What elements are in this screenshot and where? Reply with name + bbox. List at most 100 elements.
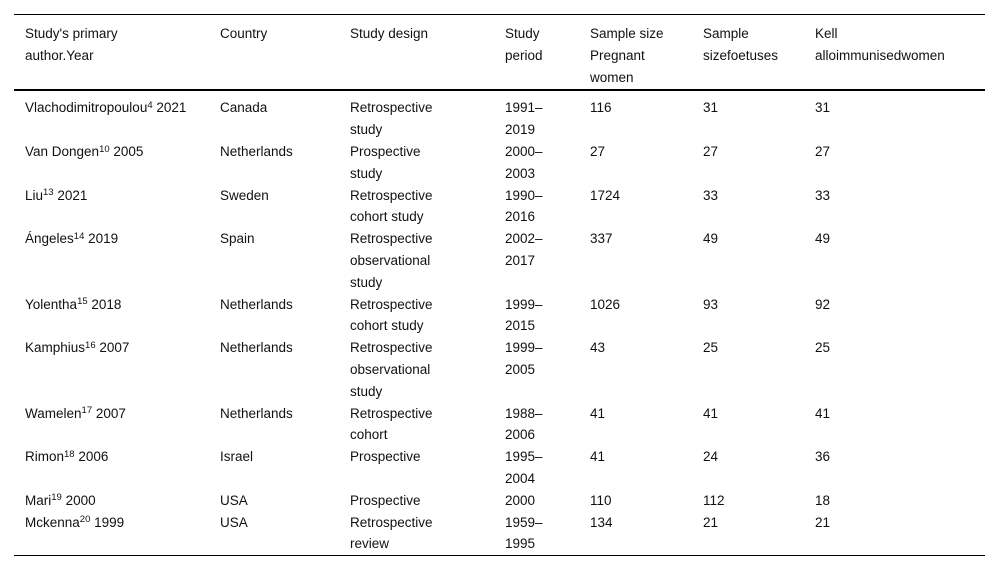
design-cell: Prospective study — [350, 143, 421, 181]
design-cell: Retrospective observational study — [350, 231, 433, 290]
author-year: 2021 — [57, 187, 88, 203]
kell-cell: 33 — [815, 187, 831, 203]
foetuses-cell: 49 — [703, 231, 719, 247]
design-cell: Prospective — [350, 492, 421, 508]
country-cell: USA — [220, 514, 248, 530]
author-cell: Mari19 2000 — [14, 490, 220, 512]
kell-cell: 21 — [815, 514, 831, 530]
author-name: Mari — [25, 492, 52, 508]
kell-cell: 18 — [815, 492, 831, 508]
kell-cell: 41 — [815, 405, 831, 421]
table-row: Mckenna20 1999 USA Retrospective review … — [14, 512, 985, 556]
author-year: 2019 — [88, 231, 119, 247]
pregnant-women-cell: 43 — [590, 340, 606, 356]
col-header-kell: Kell alloimmunisedwomen — [815, 26, 945, 63]
table-body: Vlachodimitropoulou4 2021 Canada Retrosp… — [14, 90, 985, 555]
period-cell: 1991– 2019 — [505, 100, 543, 138]
author-ref-superscript: 18 — [64, 448, 75, 460]
pregnant-women-cell: 1724 — [590, 187, 621, 203]
author-ref-superscript: 15 — [77, 296, 88, 308]
pregnant-women-cell: 41 — [590, 449, 606, 465]
pregnant-women-cell: 27 — [590, 143, 606, 159]
foetuses-cell: 27 — [703, 143, 719, 159]
author-ref-superscript: 13 — [43, 187, 54, 199]
pregnant-women-cell: 116 — [590, 100, 612, 116]
col-header-sample-pregnant: Sample size Pregnant women — [590, 26, 664, 85]
col-header-country: Country — [220, 26, 268, 41]
author-name: Yolentha — [25, 296, 78, 312]
col-header-author: Study's primary author.Year — [25, 26, 118, 63]
author-ref-superscript: 16 — [85, 339, 96, 351]
design-cell: Retrospective review — [350, 514, 433, 552]
table-row: Wamelen17 2007 Netherlands Retrospective… — [14, 403, 985, 447]
author-year: 2000 — [65, 492, 96, 508]
country-cell: Canada — [220, 100, 268, 116]
pregnant-women-cell: 134 — [590, 514, 613, 530]
period-cell: 1988– 2006 — [505, 405, 543, 443]
kell-cell: 27 — [815, 143, 831, 159]
foetuses-cell: 25 — [703, 340, 719, 356]
country-cell: Netherlands — [220, 296, 293, 312]
foetuses-cell: 112 — [703, 492, 725, 508]
foetuses-cell: 31 — [703, 100, 719, 116]
period-cell: 1959– 1995 — [505, 514, 543, 552]
author-name: Liu — [25, 187, 44, 203]
author-year: 2005 — [113, 143, 144, 159]
country-cell: USA — [220, 492, 248, 508]
author-year: 1999 — [94, 514, 125, 530]
table-row: Yolentha15 2018 Netherlands Retrospectiv… — [14, 294, 985, 338]
country-cell: Israel — [220, 449, 254, 465]
author-ref-superscript: 14 — [73, 230, 85, 242]
author-cell: Mckenna20 1999 — [14, 512, 220, 556]
author-year: 2007 — [99, 340, 130, 356]
author-year: 2018 — [91, 296, 122, 312]
country-cell: Netherlands — [220, 143, 293, 159]
foetuses-cell: 24 — [703, 449, 719, 465]
kell-cell: 92 — [815, 296, 831, 312]
design-cell: Retrospective cohort study — [350, 187, 433, 225]
author-year: 2006 — [78, 449, 109, 465]
table-row: Van Dongen10 2005 Netherlands Prospectiv… — [14, 141, 985, 185]
author-cell: Ángeles14 2019 — [14, 228, 220, 293]
col-header-period: Study period — [505, 26, 543, 63]
author-name: Vlachodimitropoulou — [25, 100, 148, 116]
author-name: Wamelen — [25, 405, 82, 421]
studies-table: Study's primary author.Year Country Stud… — [14, 14, 985, 557]
author-cell: Van Dongen10 2005 — [14, 141, 220, 185]
author-cell: Kamphius16 2007 — [14, 337, 220, 402]
foetuses-cell: 21 — [703, 514, 719, 530]
author-ref-superscript: 4 — [147, 100, 153, 112]
country-cell: Spain — [220, 231, 255, 247]
country-cell: Sweden — [220, 187, 269, 203]
kell-cell: 49 — [815, 231, 831, 247]
author-cell: Wamelen17 2007 — [14, 403, 220, 447]
pregnant-women-cell: 337 — [590, 231, 613, 247]
table-row: Vlachodimitropoulou4 2021 Canada Retrosp… — [14, 90, 985, 141]
col-header-sample-foetuses: Sample sizefoetuses — [703, 26, 779, 63]
country-cell: Netherlands — [220, 405, 293, 421]
foetuses-cell: 33 — [703, 187, 719, 203]
foetuses-cell: 93 — [703, 296, 719, 312]
period-cell: 2002– 2017 — [505, 231, 543, 268]
author-ref-superscript: 10 — [99, 143, 110, 155]
table-row: Liu13 2021 Sweden Retrospective cohort s… — [14, 185, 985, 229]
pregnant-women-cell: 1026 — [590, 296, 621, 312]
kell-cell: 25 — [815, 340, 831, 356]
author-name: Mckenna — [25, 514, 80, 530]
author-name: Rimon — [25, 449, 65, 465]
author-cell: Liu13 2021 — [14, 185, 220, 229]
author-year: 2021 — [156, 100, 187, 116]
table-row: Mari19 2000 USA Prospective 2000 110 112… — [14, 490, 985, 512]
design-cell: Prospective — [350, 449, 421, 465]
design-cell: Retrospective cohort — [350, 405, 433, 443]
period-cell: 1990– 2016 — [505, 187, 543, 225]
header-row: Study's primary author.Year Country Stud… — [14, 15, 985, 91]
design-cell: Retrospective cohort study — [350, 296, 433, 334]
col-header-design: Study design — [350, 26, 429, 41]
period-cell: 2000 — [505, 492, 536, 508]
period-cell: 1995– 2004 — [505, 449, 543, 486]
kell-cell: 36 — [815, 449, 831, 465]
pregnant-women-cell: 41 — [590, 405, 606, 421]
table-row: Ángeles14 2019 Spain Retrospective obser… — [14, 228, 985, 293]
foetuses-cell: 41 — [703, 405, 719, 421]
